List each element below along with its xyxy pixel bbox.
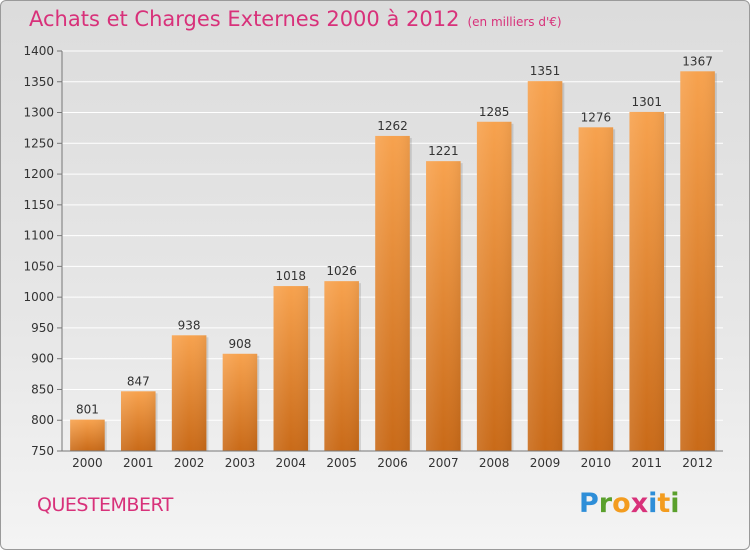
x-tick-label: 2009: [530, 456, 561, 470]
bar-highlight: [680, 71, 715, 452]
bar-highlight: [476, 121, 512, 452]
x-tick-label: 2003: [225, 456, 256, 470]
bar-highlight: [578, 127, 614, 452]
bar-highlight: [527, 81, 563, 452]
x-tick-label: 2008: [479, 456, 510, 470]
y-tick-label: 850: [31, 382, 54, 396]
logo-letter: i: [670, 488, 680, 519]
data-label: 1285: [479, 105, 510, 119]
y-tick-label: 1350: [23, 75, 54, 89]
chart-subtitle: (en milliers d'€): [467, 15, 562, 29]
y-tick-label: 1250: [23, 136, 54, 150]
logo-letter: P: [579, 488, 599, 519]
bar-highlight: [426, 161, 461, 451]
bar-highlight: [629, 111, 665, 451]
logo-letter: i: [648, 488, 658, 519]
data-label: 938: [178, 318, 201, 332]
data-label: 1026: [326, 264, 357, 278]
bar-highlight: [324, 281, 359, 451]
y-tick-label: 1000: [23, 290, 54, 304]
data-label: 1262: [377, 119, 408, 133]
x-tick-label: 2001: [123, 456, 154, 470]
logo-letter: r: [598, 488, 613, 519]
commune-name: QUESTEMBERT: [37, 494, 173, 516]
logo-letter: o: [612, 488, 631, 519]
x-tick-label: 2007: [428, 456, 459, 470]
x-tick-label: 2004: [276, 456, 307, 470]
y-tick-label: 1050: [23, 259, 54, 273]
x-tick-label: 2000: [72, 456, 103, 470]
logo-letter: x: [630, 488, 649, 519]
data-label: 801: [76, 403, 99, 417]
x-axis: 2000 2001 2002 2003 2004 2005 2006 2007 2008 2009…: [62, 450, 723, 470]
y-tick-label: 1100: [23, 229, 54, 243]
data-label: 1367: [682, 54, 713, 68]
x-tick-label: 2010: [581, 456, 612, 470]
x-tick-label: 2005: [326, 456, 357, 470]
y-tick-label: 750: [31, 444, 54, 458]
x-tick-label: 2011: [631, 456, 662, 470]
data-label: 1276: [581, 110, 612, 124]
chart-title: Achats et Charges Externes 2000 à 2012 (e…: [29, 7, 562, 31]
bar-highlight: [171, 335, 207, 451]
y-tick-label: 1200: [23, 167, 54, 181]
data-label: 1018: [276, 269, 307, 283]
bar-highlight: [375, 135, 410, 451]
data-label: 1301: [631, 95, 662, 109]
proxiti-logo: Proxiti: [579, 488, 680, 519]
y-tick-label: 800: [31, 413, 54, 427]
bar-highlight: [120, 391, 156, 451]
bar-highlight: [222, 353, 258, 451]
data-label: 1351: [530, 64, 561, 78]
y-tick-label: 1400: [23, 44, 54, 58]
x-tick-label: 2012: [682, 456, 713, 470]
y-axis: 750 800 850 900 950 1000 1050 1100 1150 1200 1250 1…: [23, 44, 63, 458]
bars: [70, 71, 717, 452]
data-label: 908: [229, 337, 252, 351]
bar-highlight: [273, 286, 309, 451]
logo-letter: t: [657, 488, 671, 519]
y-tick-label: 1300: [23, 106, 54, 120]
x-tick-label: 2002: [174, 456, 205, 470]
data-label: 847: [127, 374, 150, 388]
x-tick-label: 2006: [377, 456, 408, 470]
y-tick-label: 1150: [23, 198, 54, 212]
y-tick-label: 950: [31, 321, 54, 335]
bar-highlight: [70, 419, 105, 451]
data-label: 1221: [428, 144, 459, 158]
y-tick-label: 900: [31, 352, 54, 366]
data-labels: 801 847 938 908 1018 1026 1262 1221 1285 1351 1276…: [76, 54, 713, 416]
